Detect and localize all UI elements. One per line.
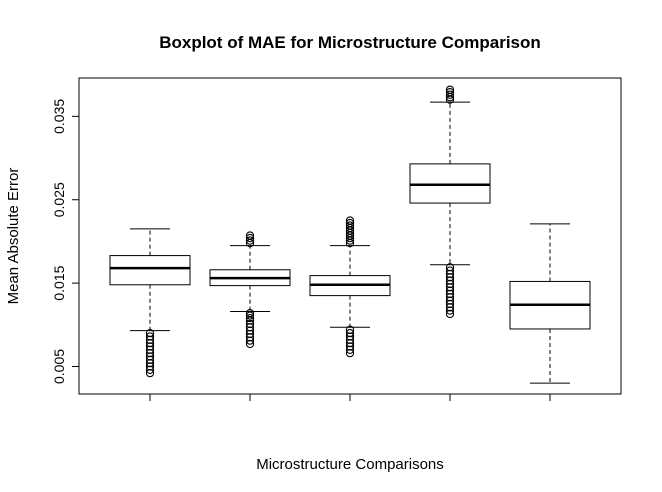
outlier-point [245,313,255,323]
box-iqr [409,163,491,204]
y-tick-label: 0.015 [51,265,67,300]
chart-title: Boxplot of MAE for Microstructure Compar… [159,33,541,52]
outlier-point [345,325,355,334]
x-axis-label: Microstructure Comparisons [256,456,444,473]
outlier-point [145,332,155,341]
outlier-point [245,236,255,245]
y-axis-label: Mean Absolute Error [5,168,22,305]
box-group [509,223,591,384]
y-tick-label: 0.025 [51,182,67,217]
box-iqr [109,255,191,286]
outlier-point [345,221,355,230]
outlier-point [245,231,255,240]
x-axis [149,393,551,401]
outlier-point [445,90,455,99]
boxes [109,85,591,384]
box-group [209,231,291,349]
y-tick-label: 0.035 [51,99,67,134]
box-group [409,85,491,319]
outlier-point [245,233,255,243]
outlier-point [445,263,455,272]
outlier-point [345,328,355,338]
outlier-point [345,216,355,225]
outlier-point [145,328,155,338]
y-axis: 0.005 0.015 0.025 0.035 [51,99,80,384]
box-group [109,228,191,378]
outlier-point [245,308,255,318]
box-group [309,216,391,358]
outlier-point [245,311,255,320]
outlier-point [445,85,455,94]
y-tick-label: 0.005 [51,349,67,384]
outlier-point [345,218,355,228]
outlier-point [445,88,455,97]
outlier-point [245,319,255,329]
outlier-point [445,266,455,275]
